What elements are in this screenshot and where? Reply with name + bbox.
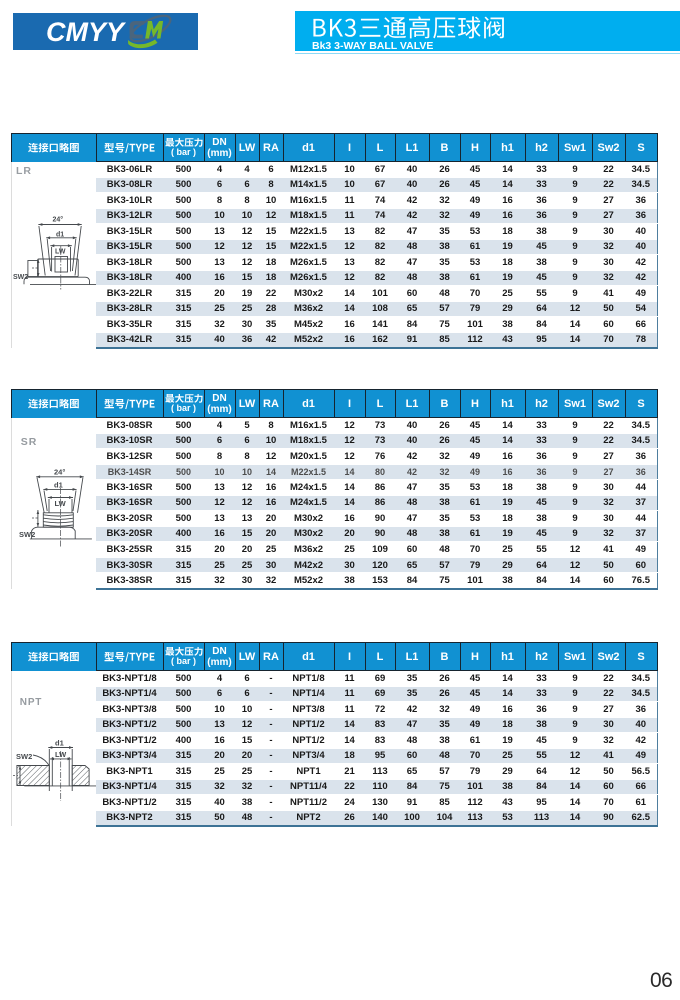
svg-text:d1: d1 (56, 231, 64, 238)
svg-text:24°: 24° (54, 467, 65, 476)
svg-text:d1: d1 (55, 738, 64, 747)
svg-text:NPT: NPT (20, 697, 42, 708)
svg-text:24°: 24° (53, 215, 64, 223)
svg-text:SW2: SW2 (13, 274, 28, 281)
svg-text:SR: SR (21, 436, 38, 448)
svg-text:d1: d1 (54, 480, 63, 489)
svg-text:SW2: SW2 (19, 530, 35, 539)
svg-text:SW2: SW2 (16, 752, 32, 761)
svg-text:LW: LW (55, 750, 67, 759)
svg-text:LR: LR (16, 165, 32, 177)
svg-text:LW: LW (55, 248, 66, 255)
